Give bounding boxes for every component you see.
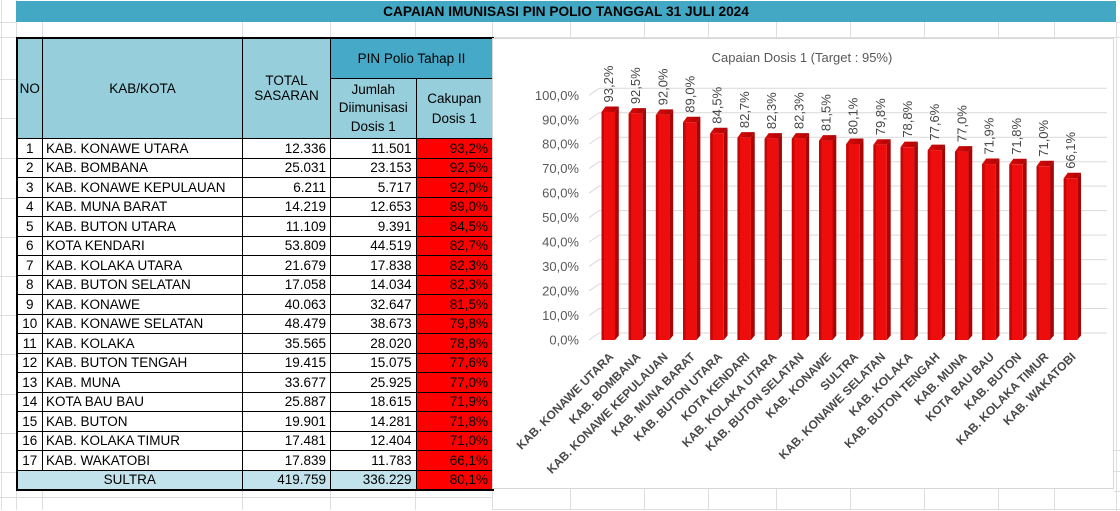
svg-text:0,0%: 0,0% (549, 333, 579, 348)
svg-text:82,3%: 82,3% (764, 92, 779, 129)
svg-text:70,0%: 70,0% (542, 161, 579, 176)
svg-text:77,6%: 77,6% (927, 103, 942, 140)
svg-text:90,0%: 90,0% (542, 112, 579, 127)
svg-text:40,0%: 40,0% (542, 235, 579, 250)
svg-text:82,3%: 82,3% (791, 92, 806, 129)
svg-text:79,8%: 79,8% (873, 98, 888, 135)
svg-text:100,0%: 100,0% (535, 88, 580, 103)
svg-text:60,0%: 60,0% (542, 186, 579, 201)
svg-text:82,7%: 82,7% (737, 91, 752, 128)
svg-text:71,9%: 71,9% (982, 117, 997, 154)
svg-text:71,0%: 71,0% (1036, 119, 1051, 156)
svg-text:66,1%: 66,1% (1063, 131, 1078, 168)
svg-text:10,0%: 10,0% (542, 308, 579, 323)
svg-text:30,0%: 30,0% (542, 259, 579, 274)
svg-text:77,0%: 77,0% (954, 105, 969, 142)
svg-text:71,8%: 71,8% (1009, 118, 1024, 155)
svg-text:50,0%: 50,0% (542, 210, 579, 225)
svg-text:92,0%: 92,0% (655, 68, 670, 105)
svg-text:89,0%: 89,0% (683, 75, 698, 112)
svg-text:80,0%: 80,0% (542, 137, 579, 152)
svg-text:20,0%: 20,0% (542, 284, 579, 299)
svg-text:81,5%: 81,5% (818, 94, 833, 131)
svg-text:84,5%: 84,5% (710, 86, 725, 123)
svg-text:78,8%: 78,8% (900, 100, 915, 137)
svg-text:93,2%: 93,2% (601, 65, 616, 102)
svg-text:Capaian Dosis 1 (Target : 95%): Capaian Dosis 1 (Target : 95%) (712, 50, 893, 65)
svg-text:80,1%: 80,1% (846, 97, 861, 134)
svg-text:92,5%: 92,5% (628, 67, 643, 104)
